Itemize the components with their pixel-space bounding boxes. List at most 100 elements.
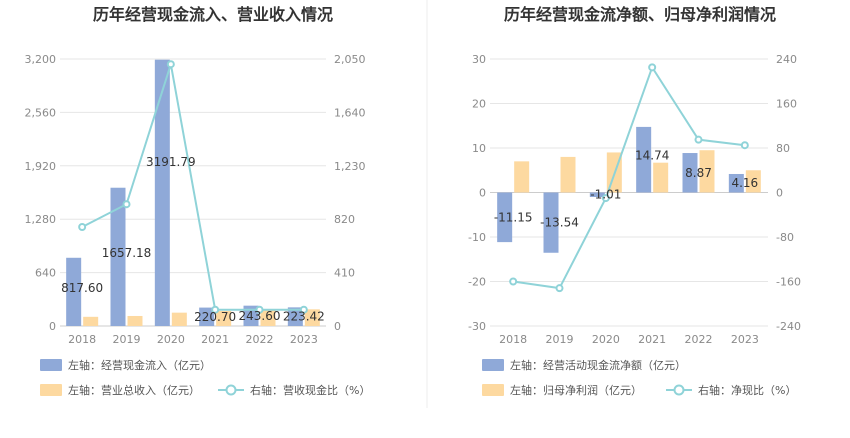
x-tick-label: 2020 — [592, 333, 620, 346]
right-tick-label: 80 — [776, 142, 790, 155]
data-label: 3191.79 — [146, 155, 196, 169]
left-tick-label: -10 — [468, 231, 486, 244]
bar — [83, 316, 99, 326]
grid-lines — [60, 58, 326, 327]
right-tick-label: 1,230 — [334, 160, 366, 173]
bar — [699, 150, 715, 193]
chart-title: 历年经营现金流净额、归母净利润情况 — [504, 5, 776, 24]
bar — [304, 309, 320, 326]
x-tick-label: 2019 — [546, 333, 574, 346]
x-tick-label: 2022 — [685, 333, 713, 346]
left-tick-label: 30 — [472, 53, 486, 66]
bar — [589, 192, 605, 197]
line-series — [78, 60, 308, 314]
x-tick-label: 2018 — [499, 333, 527, 346]
legend-item[interactable]: 右轴：净现比（%） — [666, 383, 796, 397]
grid-lines — [490, 58, 768, 327]
data-label: 8.87 — [685, 166, 712, 180]
right-tick-label: 410 — [334, 267, 355, 280]
x-tick-label: 2021 — [638, 333, 666, 346]
right-tick-label: 240 — [776, 53, 797, 66]
legend-swatch-net-profit — [482, 384, 504, 396]
legend-marker-icon — [673, 384, 685, 396]
bar — [66, 257, 82, 326]
legend-label: 左轴：归母净利润（亿元） — [510, 383, 642, 397]
legend-swatch-revenue — [40, 384, 62, 396]
line-series — [509, 63, 749, 293]
data-label: -11.15 — [494, 210, 533, 224]
data-label: -13.54 — [540, 216, 579, 230]
legend-item[interactable]: 左轴：营业总收入（亿元） — [40, 383, 200, 397]
legend-label: 右轴：净现比（%） — [698, 383, 796, 397]
right-tick-label: 1,640 — [334, 106, 366, 119]
line-point — [211, 305, 220, 314]
x-tick-label: 2019 — [113, 333, 141, 346]
left-tick-label: -20 — [468, 276, 486, 289]
line-point — [601, 194, 610, 203]
chart-cash-inflow-revenue: 历年经营现金流入、营业收入情况 0 640 1,280 1,920 2,560 3,200… — [25, 5, 371, 397]
left-tick-label: 3,200 — [25, 53, 57, 66]
left-tick-label: 1,280 — [25, 213, 57, 226]
line-point — [255, 305, 264, 314]
left-tick-label: 20 — [472, 98, 486, 111]
legend-item[interactable]: 左轴：经营活动现金流净额（亿元） — [482, 358, 686, 372]
bar — [636, 126, 652, 193]
legend-label: 左轴：营业总收入（亿元） — [68, 383, 200, 397]
legend-item[interactable]: 左轴：归母净利润（亿元） — [482, 383, 642, 397]
bar — [497, 192, 513, 243]
right-tick-label: -240 — [776, 320, 801, 333]
bar — [653, 162, 669, 193]
legend-swatch-net-cashflow — [482, 359, 504, 371]
data-labels: 817.60 1657.18 3191.79 220.70 243.60 223.42 — [61, 155, 325, 324]
right-tick-label: 2,050 — [334, 53, 366, 66]
bar — [199, 307, 215, 326]
data-label: 4.16 — [731, 176, 758, 190]
x-tick-label: 2023 — [731, 333, 759, 346]
left-tick-label: 1,920 — [25, 160, 57, 173]
legend-item[interactable]: 左轴：经营现金流入（亿元） — [40, 358, 211, 372]
left-axis-ticks: 0 640 1,280 1,920 2,560 3,200 — [25, 53, 57, 333]
bar — [543, 192, 559, 253]
x-tick-label: 2022 — [246, 333, 274, 346]
series-line — [513, 65, 745, 290]
legend-swatch-cash-inflow — [40, 359, 62, 371]
line-point — [740, 141, 749, 150]
x-tick-label: 2020 — [157, 333, 185, 346]
chart-title: 历年经营现金流入、营业收入情况 — [93, 5, 333, 24]
left-tick-label: 640 — [35, 267, 56, 280]
left-tick-label: 10 — [472, 142, 486, 155]
legend-marker-icon — [225, 384, 237, 396]
line-point — [509, 277, 518, 286]
legend-label: 左轴：经营活动现金流净额（亿元） — [510, 358, 686, 372]
chart-net-cashflow-profit: 历年经营现金流净额、归母净利润情况 -30 -20 -10 0 10 20 30 -240 -… — [468, 5, 801, 397]
bar-marks — [66, 59, 320, 326]
x-tick-label: 2018 — [68, 333, 96, 346]
legend: 左轴：经营现金流入（亿元） 左轴：营业总收入（亿元） 右轴：营收现金比（%） — [40, 358, 370, 397]
data-label: 220.70 — [194, 310, 236, 324]
right-tick-label: 160 — [776, 98, 797, 111]
left-tick-label: 0 — [479, 187, 486, 200]
bar — [171, 312, 187, 326]
x-axis-ticks: 2018 2019 2020 2021 2022 2023 — [499, 333, 759, 346]
data-label: 223.42 — [283, 310, 325, 324]
data-label: 14.74 — [635, 149, 669, 163]
legend-label: 左轴：经营现金流入（亿元） — [68, 358, 211, 372]
x-tick-label: 2023 — [290, 333, 318, 346]
x-axis-ticks: 2018 2019 2020 2021 2022 2023 — [68, 333, 318, 346]
left-tick-label: -30 — [468, 320, 486, 333]
left-axis-ticks: -30 -20 -10 0 10 20 30 — [468, 53, 486, 333]
line-point — [555, 284, 564, 293]
bar — [216, 310, 232, 326]
bar — [154, 59, 170, 326]
line-point — [78, 223, 87, 232]
bar — [243, 305, 259, 326]
bar — [110, 187, 126, 326]
data-label: 1657.18 — [102, 246, 152, 260]
line-point — [122, 200, 131, 209]
bar — [745, 170, 761, 193]
bar — [728, 173, 744, 193]
legend-item[interactable]: 右轴：营收现金比（%） — [218, 383, 370, 397]
right-tick-label: 820 — [334, 213, 355, 226]
bar — [127, 315, 143, 326]
